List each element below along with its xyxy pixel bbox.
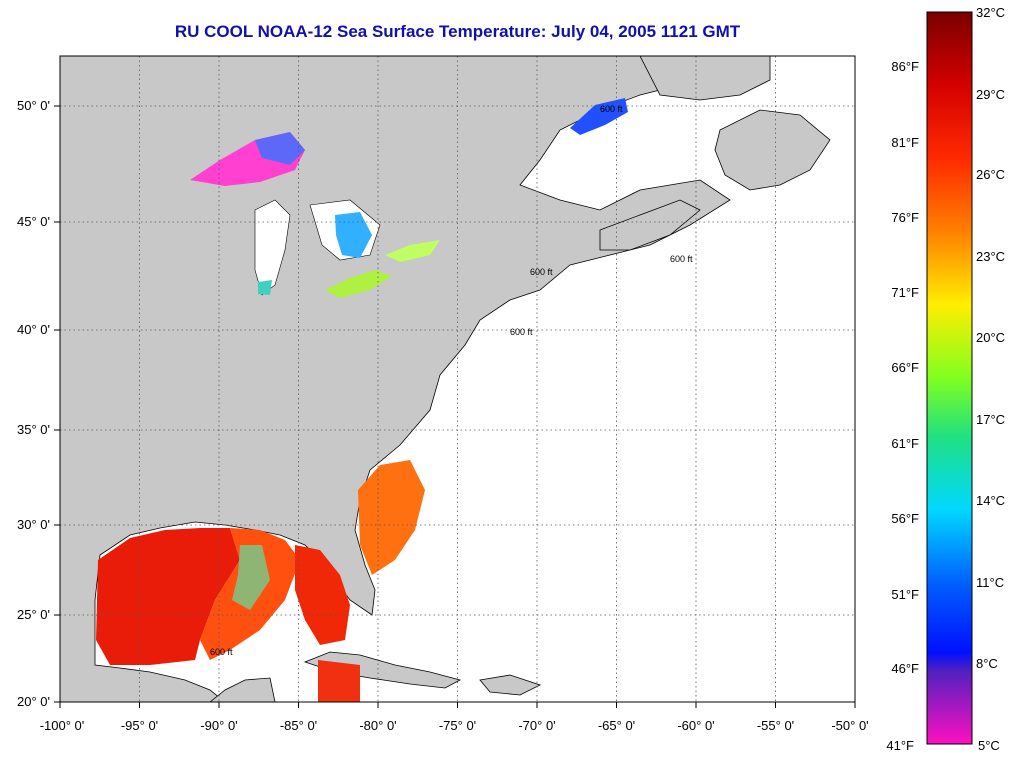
celsius-label: 29°C	[976, 87, 1005, 102]
nova-scotia-land	[599, 199, 701, 251]
map-title: RU COOL NOAA-12 Sea Surface Temperature:…	[174, 22, 741, 41]
contour-label: 600 ft	[530, 267, 553, 277]
north-america-land	[60, 56, 761, 702]
lat-tick-label: 40° 0'	[17, 322, 50, 337]
sst-lake-michigan	[258, 280, 272, 295]
newfoundland-land	[714, 109, 831, 191]
lon-tick-label: -60° 0'	[677, 718, 714, 733]
lon-tick-label: -90° 0'	[200, 718, 237, 733]
fahrenheit-label: 46°F	[891, 661, 919, 676]
fahrenheit-label: 61°F	[891, 436, 919, 451]
lat-tick-label: 50° 0'	[17, 98, 50, 113]
fahrenheit-label: 41°F	[886, 738, 914, 753]
lon-tick-label: -85° 0'	[280, 718, 317, 733]
sst-florida-shelf	[295, 545, 350, 645]
contour-label: 600 ft	[510, 327, 533, 337]
lon-tick-labels: -100° 0' -95° 0' -90° 0' -85° 0' -80° 0'…	[40, 718, 869, 733]
celsius-label: 20°C	[976, 330, 1005, 345]
sst-lake-huron	[335, 212, 372, 258]
colorbar-fahrenheit-labels: 86°F 81°F 76°F 71°F 66°F 61°F 56°F 51°F …	[886, 59, 919, 753]
fahrenheit-label: 66°F	[891, 360, 919, 375]
yucatan-land	[209, 677, 276, 702]
celsius-label: 14°C	[976, 493, 1005, 508]
colorbar	[926, 11, 973, 745]
sst-lake-superior-blue	[255, 132, 305, 165]
contour-label: 600 ft	[670, 254, 693, 264]
fahrenheit-label: 56°F	[891, 511, 919, 526]
celsius-label: 32°C	[976, 5, 1005, 20]
lat-tick-label: 25° 0'	[17, 607, 50, 622]
fahrenheit-label: 81°F	[891, 135, 919, 150]
sst-atlantic-southeast	[358, 460, 425, 575]
celsius-label: 8°C	[976, 656, 998, 671]
fahrenheit-label: 76°F	[891, 210, 919, 225]
celsius-label: 23°C	[976, 249, 1005, 264]
lon-tick-label: -95° 0'	[121, 718, 158, 733]
contour-labels: 600 ft 600 ft 600 ft 600 ft 600 ft	[210, 104, 693, 657]
sst-gulf-west	[96, 528, 240, 665]
labrador-land	[639, 56, 771, 101]
map-grid	[60, 56, 855, 702]
lon-tick-label: -80° 0'	[359, 718, 396, 733]
celsius-label: 17°C	[976, 412, 1005, 427]
hispaniola-land	[479, 674, 542, 696]
lon-tick-label: -55° 0'	[757, 718, 794, 733]
contour-label: 600 ft	[600, 104, 623, 114]
lon-tick-label: -65° 0'	[598, 718, 635, 733]
frame-ticks	[54, 105, 856, 708]
lat-tick-label: 45° 0'	[17, 214, 50, 229]
map-layers	[60, 56, 831, 702]
sst-lake-erie	[325, 270, 392, 298]
lon-tick-label: -70° 0'	[518, 718, 555, 733]
lat-tick-label: 30° 0'	[17, 517, 50, 532]
lake-michigan	[254, 199, 291, 296]
celsius-label: 26°C	[976, 167, 1005, 182]
contour-label: 600 ft	[210, 647, 233, 657]
celsius-label: 11°C	[976, 575, 1004, 590]
lat-tick-label: 35° 0'	[17, 422, 50, 437]
lon-tick-label: -100° 0'	[40, 718, 85, 733]
celsius-label: 5°C	[978, 738, 1000, 753]
fahrenheit-label: 51°F	[891, 587, 919, 602]
colorbar-celsius-labels: 32°C 29°C 26°C 23°C 20°C 17°C 14°C 11°C …	[976, 5, 1005, 753]
lon-tick-label: -50° 0'	[831, 718, 868, 733]
sst-caribbean	[318, 660, 360, 702]
lon-tick-label: -75° 0'	[439, 718, 476, 733]
fahrenheit-label: 71°F	[891, 285, 919, 300]
sst-st-lawrence	[570, 98, 628, 135]
lat-tick-labels: 20° 0' 25° 0' 30° 0' 35° 0' 40° 0' 45° 0…	[17, 98, 50, 709]
sst-gulf-cool-streak	[232, 545, 270, 610]
sst-lake-ontario	[385, 240, 440, 262]
lat-tick-label: 20° 0'	[17, 694, 50, 709]
fahrenheit-label: 86°F	[891, 59, 919, 74]
